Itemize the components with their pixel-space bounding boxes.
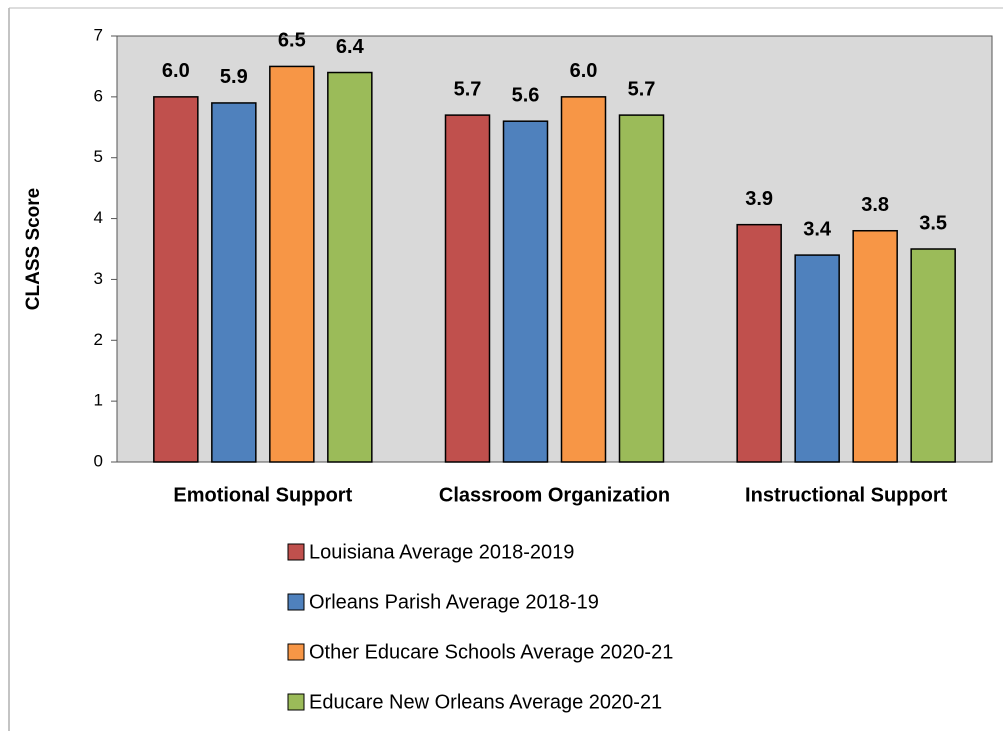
x-tick-label: Emotional Support (173, 484, 352, 506)
legend-swatch (287, 693, 305, 711)
bar (794, 254, 840, 463)
value-label: 3.5 (919, 212, 947, 234)
y-tick-label: 1 (94, 391, 103, 410)
y-tick-label: 7 (94, 25, 103, 44)
legend-swatch (287, 543, 305, 561)
bar (910, 248, 956, 463)
value-label: 5.7 (454, 78, 482, 100)
value-label: 6.0 (570, 60, 598, 82)
x-tick-label: Instructional Support (745, 484, 948, 506)
value-label: 5.9 (220, 66, 248, 88)
bar (502, 120, 549, 463)
y-tick-label: 5 (94, 147, 103, 166)
legend-label: Orleans Parish Average 2018-19 (309, 591, 599, 613)
bar (327, 71, 373, 463)
y-tick-label: 6 (94, 86, 103, 105)
y-tick-label: 4 (94, 208, 103, 227)
value-label: 6.5 (278, 30, 306, 52)
legend-swatch (287, 643, 305, 661)
legend-label: Louisiana Average 2018-2019 (309, 541, 574, 563)
value-label: 6.4 (336, 36, 365, 58)
plot-area (116, 35, 993, 463)
bar (852, 229, 898, 463)
bar (444, 114, 491, 463)
bar (211, 102, 257, 463)
bar (560, 96, 607, 463)
y-tick-label: 2 (94, 330, 103, 349)
value-label: 5.6 (512, 84, 540, 106)
bar (153, 96, 199, 463)
bar (736, 223, 782, 463)
value-label: 3.8 (861, 194, 889, 216)
y-tick-label: 3 (94, 269, 103, 288)
x-tick-label: Classroom Organization (439, 484, 670, 506)
bar (618, 114, 665, 463)
value-label: 5.7 (628, 78, 656, 100)
bar (269, 65, 315, 463)
value-label: 3.4 (803, 218, 832, 240)
legend-swatch (287, 593, 305, 611)
value-label: 3.9 (745, 188, 773, 210)
y-axis-label: CLASS Score (23, 188, 44, 310)
value-label: 6.0 (162, 60, 190, 82)
y-tick-label: 0 (94, 451, 103, 470)
legend-label: Other Educare Schools Average 2020-21 (309, 641, 673, 663)
legend-label: Educare New Orleans Average 2020-21 (309, 691, 662, 713)
